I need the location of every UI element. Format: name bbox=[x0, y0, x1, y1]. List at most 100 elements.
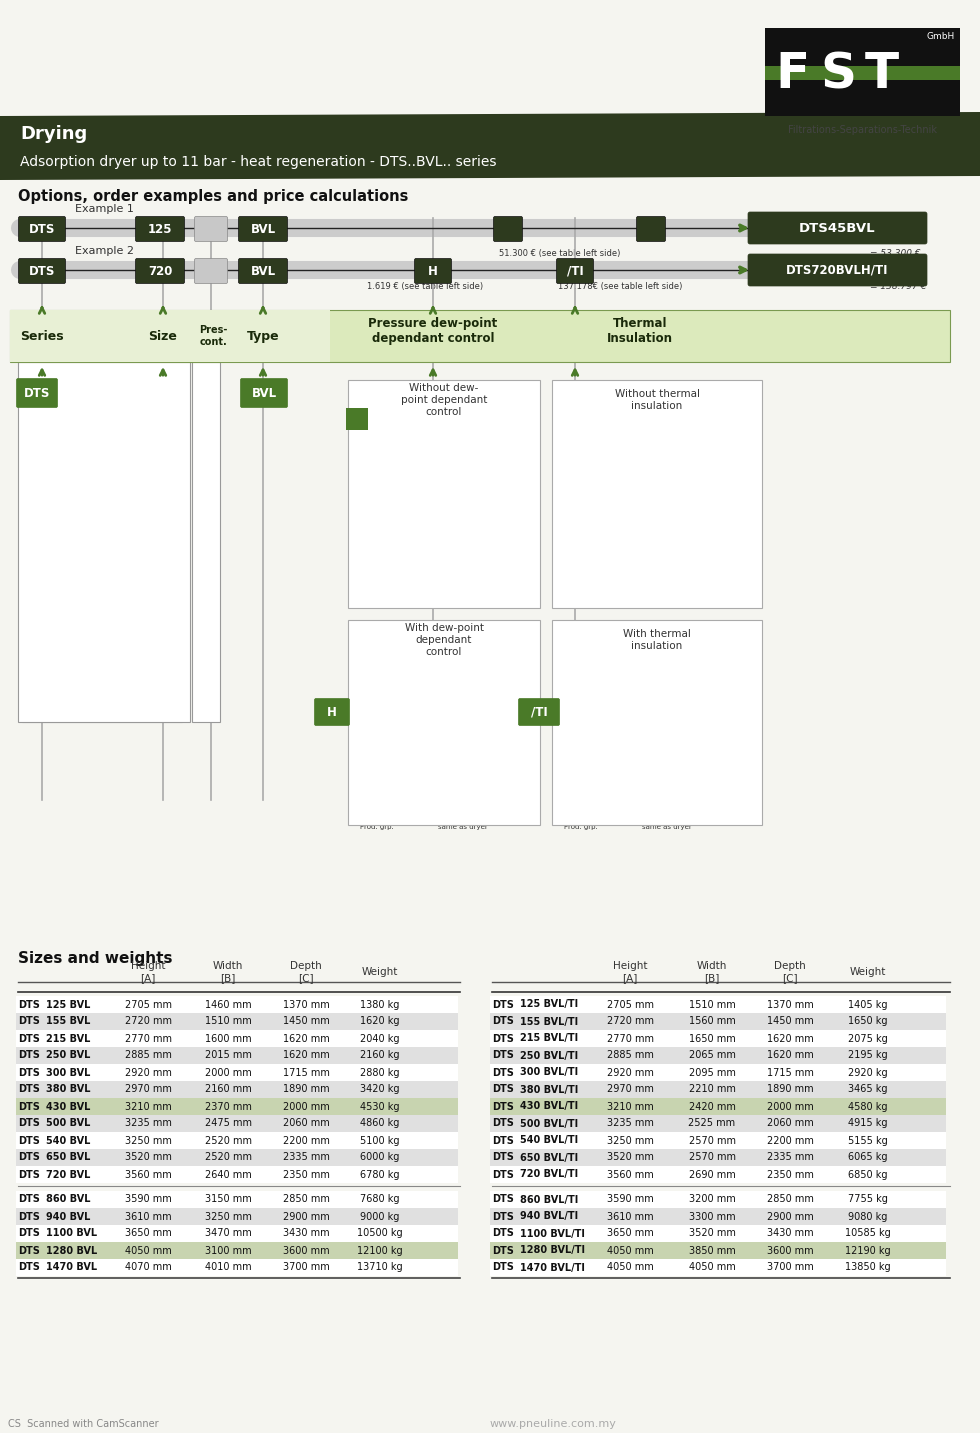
Bar bbox=[18, 363, 190, 722]
Text: 940 BVL: 940 BVL bbox=[46, 1211, 90, 1221]
Text: 4050 mm: 4050 mm bbox=[607, 1245, 654, 1255]
Bar bbox=[192, 363, 220, 722]
Text: 720 BVL/TI: 720 BVL/TI bbox=[520, 1169, 578, 1179]
Text: 1620 mm: 1620 mm bbox=[766, 1050, 813, 1060]
Text: DTS: DTS bbox=[492, 1085, 514, 1095]
Text: 2200 mm: 2200 mm bbox=[766, 1135, 813, 1145]
Text: 2350 mm: 2350 mm bbox=[766, 1169, 813, 1179]
Text: 1450 mm: 1450 mm bbox=[282, 1016, 329, 1026]
Text: 2850 mm: 2850 mm bbox=[766, 1195, 813, 1205]
Text: 3520 mm: 3520 mm bbox=[689, 1228, 735, 1238]
Text: Sizes and weights: Sizes and weights bbox=[18, 950, 172, 966]
FancyBboxPatch shape bbox=[748, 254, 927, 287]
Text: 6000 kg: 6000 kg bbox=[361, 1152, 400, 1162]
Text: 300 BVL/TI: 300 BVL/TI bbox=[520, 1068, 578, 1078]
Text: Example 1: Example 1 bbox=[75, 203, 134, 214]
Text: 1405 kg: 1405 kg bbox=[849, 999, 888, 1009]
Bar bbox=[10, 310, 330, 363]
Text: 2335 mm: 2335 mm bbox=[766, 1152, 813, 1162]
Text: DTS: DTS bbox=[492, 1152, 514, 1162]
Text: 125 BVL/TI: 125 BVL/TI bbox=[520, 999, 578, 1009]
Text: 2640 mm: 2640 mm bbox=[205, 1169, 252, 1179]
Text: DTS: DTS bbox=[492, 1102, 514, 1112]
Text: = 138.797 €: = 138.797 € bbox=[870, 281, 926, 291]
Text: 1100 BVL: 1100 BVL bbox=[46, 1228, 97, 1238]
Text: 2000 mm: 2000 mm bbox=[205, 1068, 252, 1078]
Text: 215 BVL: 215 BVL bbox=[46, 1033, 90, 1043]
Text: Depth
[C]: Depth [C] bbox=[290, 962, 321, 983]
Text: 3700 mm: 3700 mm bbox=[766, 1262, 813, 1273]
Text: 430 BVL: 430 BVL bbox=[46, 1102, 90, 1112]
Text: F: F bbox=[775, 50, 809, 97]
Text: DTS: DTS bbox=[492, 1195, 514, 1205]
Text: 2160 mm: 2160 mm bbox=[205, 1085, 252, 1095]
Text: 1.619 € (see table left side): 1.619 € (see table left side) bbox=[367, 281, 483, 291]
Text: 51.300 € (see table left side): 51.300 € (see table left side) bbox=[500, 248, 620, 258]
Text: 1620 mm: 1620 mm bbox=[766, 1033, 813, 1043]
Bar bbox=[490, 1208, 946, 1225]
Text: 5155 kg: 5155 kg bbox=[848, 1135, 888, 1145]
Text: DTS: DTS bbox=[492, 999, 514, 1009]
Text: 2475 mm: 2475 mm bbox=[205, 1119, 252, 1129]
Text: DTS: DTS bbox=[492, 1033, 514, 1043]
Text: 4010 mm: 4010 mm bbox=[205, 1262, 251, 1273]
Text: 3520 mm: 3520 mm bbox=[124, 1152, 172, 1162]
Text: 2970 mm: 2970 mm bbox=[124, 1085, 172, 1095]
Text: 2195 kg: 2195 kg bbox=[848, 1050, 888, 1060]
Text: 6780 kg: 6780 kg bbox=[361, 1169, 400, 1179]
Text: DTS: DTS bbox=[18, 1262, 40, 1273]
Text: 4050 mm: 4050 mm bbox=[124, 1245, 172, 1255]
Text: 2570 mm: 2570 mm bbox=[689, 1152, 736, 1162]
FancyBboxPatch shape bbox=[194, 216, 227, 242]
Text: 1715 mm: 1715 mm bbox=[766, 1068, 813, 1078]
Text: 3610 mm: 3610 mm bbox=[607, 1211, 654, 1221]
Text: 1.619 €
same as dryer: 1.619 € same as dryer bbox=[438, 817, 488, 830]
Bar bbox=[348, 380, 540, 608]
Text: 4070 mm: 4070 mm bbox=[124, 1262, 172, 1273]
Text: 3590 mm: 3590 mm bbox=[607, 1195, 654, 1205]
Bar bbox=[560, 423, 754, 603]
Text: 2900 mm: 2900 mm bbox=[282, 1211, 329, 1221]
Text: 3600 mm: 3600 mm bbox=[282, 1245, 329, 1255]
Text: 650 BVL/TI: 650 BVL/TI bbox=[520, 1152, 578, 1162]
Text: 2720 mm: 2720 mm bbox=[607, 1016, 654, 1026]
Text: DTS: DTS bbox=[18, 1102, 40, 1112]
Text: 4530 kg: 4530 kg bbox=[361, 1102, 400, 1112]
Text: 720 BVL: 720 BVL bbox=[46, 1169, 90, 1179]
Text: 1620 kg: 1620 kg bbox=[361, 1016, 400, 1026]
Text: www.pneuline.com.my: www.pneuline.com.my bbox=[490, 1419, 616, 1429]
Text: 2920 mm: 2920 mm bbox=[124, 1068, 172, 1078]
Text: Weight: Weight bbox=[362, 967, 398, 977]
Text: 940 BVL/TI: 940 BVL/TI bbox=[520, 1211, 578, 1221]
FancyBboxPatch shape bbox=[518, 698, 560, 725]
Text: 3560 mm: 3560 mm bbox=[124, 1169, 172, 1179]
Text: DTS: DTS bbox=[18, 1195, 40, 1205]
Text: 7680 kg: 7680 kg bbox=[361, 1195, 400, 1205]
Text: 2880 kg: 2880 kg bbox=[361, 1068, 400, 1078]
Text: DTS: DTS bbox=[492, 1228, 514, 1238]
Bar bbox=[356, 423, 532, 603]
Bar bbox=[490, 1166, 946, 1184]
FancyBboxPatch shape bbox=[19, 216, 66, 242]
Bar bbox=[16, 1048, 458, 1063]
Bar bbox=[16, 1242, 458, 1260]
Bar bbox=[765, 29, 960, 116]
Text: 860 BVL/TI: 860 BVL/TI bbox=[520, 1195, 578, 1205]
Text: Pres-
cont.: Pres- cont. bbox=[199, 325, 227, 347]
Text: 3150 mm: 3150 mm bbox=[205, 1195, 252, 1205]
Bar bbox=[490, 1063, 946, 1080]
Text: BVL: BVL bbox=[252, 387, 276, 400]
Text: 2095 mm: 2095 mm bbox=[689, 1068, 735, 1078]
Text: DTS: DTS bbox=[18, 1169, 40, 1179]
Text: 720: 720 bbox=[148, 265, 172, 278]
FancyBboxPatch shape bbox=[135, 216, 184, 242]
Bar bbox=[16, 1225, 458, 1242]
Text: 250 BVL: 250 BVL bbox=[46, 1050, 90, 1060]
Bar bbox=[22, 417, 182, 582]
Bar bbox=[16, 1098, 458, 1115]
Text: 3200 mm: 3200 mm bbox=[689, 1195, 735, 1205]
Text: DTS: DTS bbox=[18, 1228, 40, 1238]
Text: DTS 860-1470: DTS 860-1470 bbox=[22, 598, 96, 608]
Text: 3520 mm: 3520 mm bbox=[607, 1152, 654, 1162]
Text: 1510 mm: 1510 mm bbox=[205, 1016, 252, 1026]
